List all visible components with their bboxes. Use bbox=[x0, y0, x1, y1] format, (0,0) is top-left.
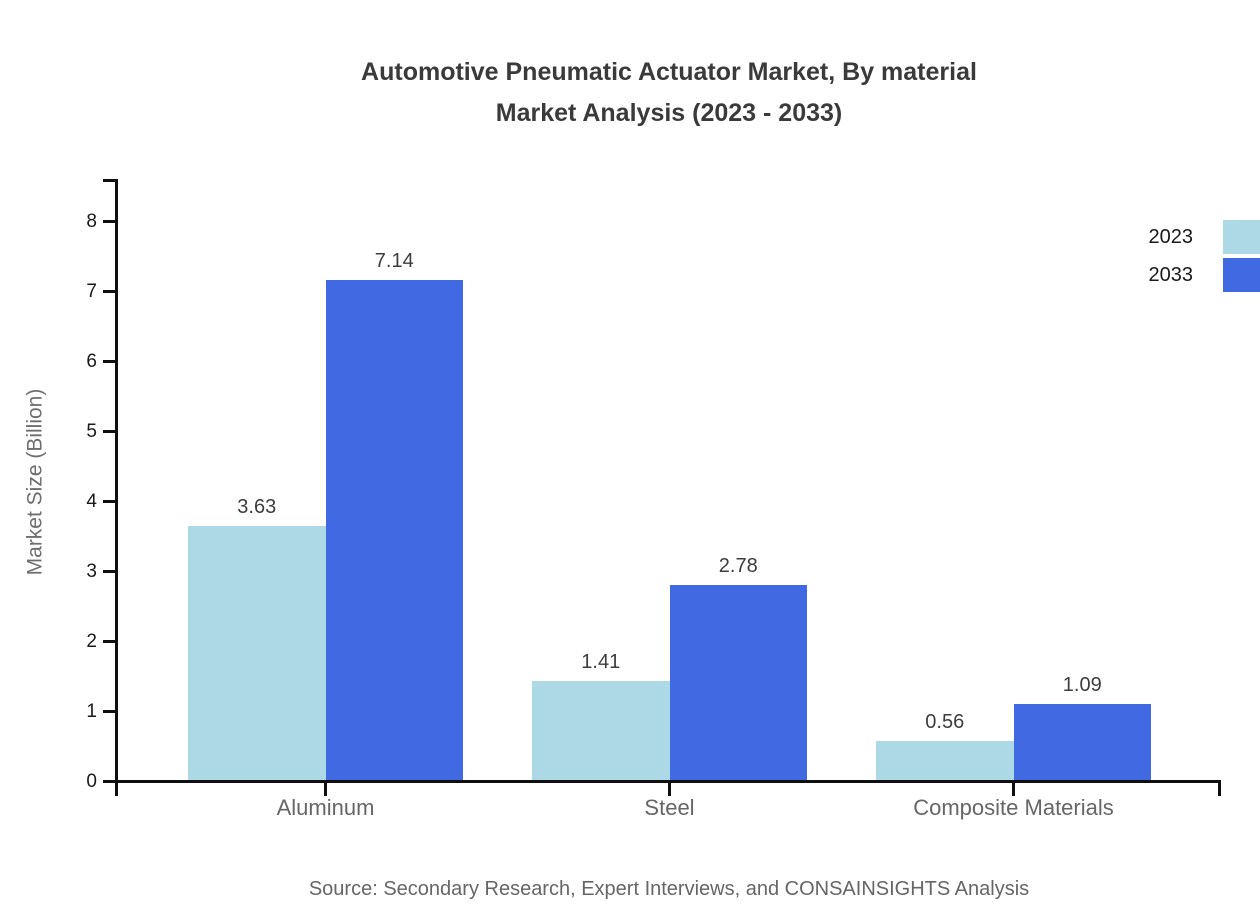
y-axis-top-cap bbox=[103, 179, 118, 182]
legend-item-2023: 2023 bbox=[1149, 220, 1260, 254]
y-tick-label: 2 bbox=[86, 630, 97, 652]
bar-2023-aluminum bbox=[188, 525, 326, 780]
bar-2023-composite-materials bbox=[876, 740, 1014, 780]
y-tick-label: 4 bbox=[86, 490, 97, 512]
x-tick bbox=[1012, 783, 1015, 796]
source-note: Source: Secondary Research, Expert Inter… bbox=[308, 878, 1030, 900]
legend-swatch-2023 bbox=[1223, 220, 1260, 254]
legend-swatch-2033 bbox=[1223, 258, 1260, 292]
y-tick-label: 7 bbox=[86, 280, 97, 302]
y-tick-label: 1 bbox=[86, 700, 97, 722]
bar-value-label: 0.56 bbox=[925, 710, 965, 733]
y-tick bbox=[103, 570, 116, 573]
y-axis-spine bbox=[115, 179, 118, 796]
y-tick-label: 0 bbox=[86, 770, 97, 792]
y-tick bbox=[103, 710, 116, 713]
x-tick bbox=[668, 783, 671, 796]
bar-value-label: 1.41 bbox=[581, 651, 621, 674]
y-axis-title: Market Size (Billion) bbox=[23, 388, 46, 575]
y-tick bbox=[103, 290, 116, 293]
x-axis-category-label: Steel bbox=[644, 795, 695, 820]
legend: 2023 2033 bbox=[1149, 220, 1260, 292]
x-axis-category-label: Aluminum bbox=[276, 795, 375, 820]
x-tick bbox=[324, 783, 327, 796]
y-tick bbox=[103, 500, 116, 503]
x-axis-spine bbox=[115, 780, 1221, 783]
bar-2033-composite-materials bbox=[1013, 703, 1151, 780]
bar-value-label: 1.09 bbox=[1062, 673, 1102, 696]
y-tick bbox=[103, 430, 116, 433]
y-tick-label: 6 bbox=[86, 350, 97, 372]
y-tick-label: 5 bbox=[86, 420, 97, 442]
bar-value-label: 7.14 bbox=[374, 250, 414, 273]
y-tick bbox=[103, 780, 116, 783]
bar-2023-steel bbox=[532, 681, 670, 780]
legend-item-2033: 2033 bbox=[1149, 258, 1260, 292]
y-tick bbox=[103, 640, 116, 643]
bar-value-label: 2.78 bbox=[718, 555, 758, 578]
y-tick bbox=[103, 220, 116, 223]
chart-title: Automotive Pneumatic Actuator Market, By… bbox=[117, 52, 1221, 134]
y-tick-label: 3 bbox=[86, 560, 97, 582]
chart-title-line1: Automotive Pneumatic Actuator Market, By… bbox=[361, 58, 977, 86]
y-axis-title-wrap: Market Size (Billion) bbox=[12, 180, 58, 783]
x-axis-right-cap bbox=[1218, 780, 1221, 796]
chart-title-line2: Market Analysis (2023 - 2033) bbox=[495, 99, 843, 127]
legend-label-2033: 2033 bbox=[1148, 263, 1194, 286]
legend-label-2023: 2023 bbox=[1148, 225, 1194, 248]
bar-2033-aluminum bbox=[325, 280, 463, 780]
bar-2033-steel bbox=[669, 585, 807, 780]
y-tick-label: 8 bbox=[86, 210, 97, 232]
y-tick bbox=[103, 360, 116, 363]
bar-value-label: 3.63 bbox=[237, 495, 277, 518]
x-axis-category-label: Composite Materials bbox=[913, 795, 1114, 820]
